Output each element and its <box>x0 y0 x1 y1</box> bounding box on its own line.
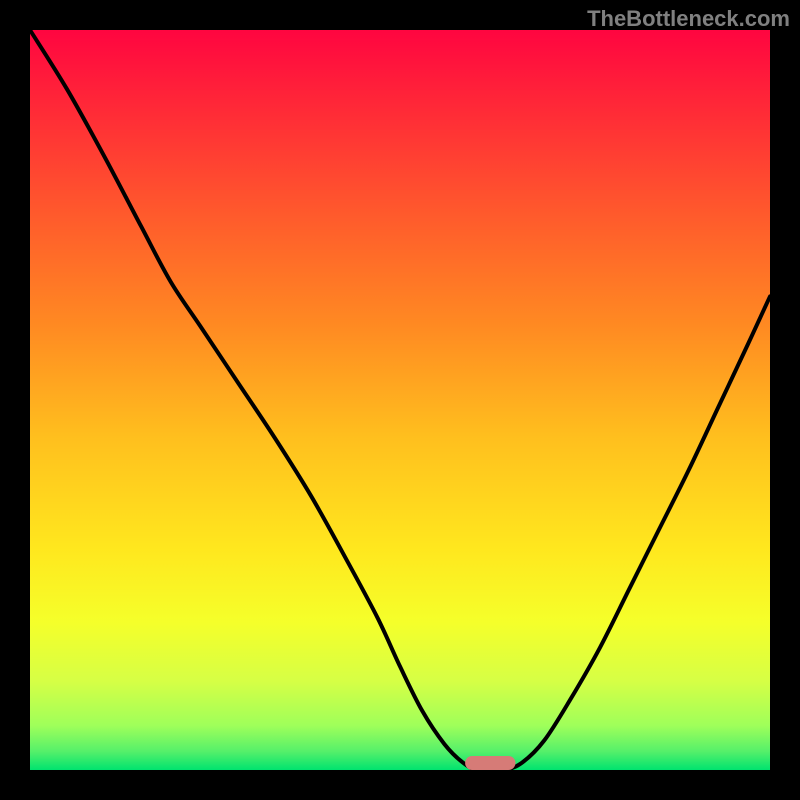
chart-svg <box>0 0 800 800</box>
chart-stage: TheBottleneck.com <box>0 0 800 800</box>
plot-background <box>30 30 770 770</box>
optimal-marker <box>465 756 515 770</box>
